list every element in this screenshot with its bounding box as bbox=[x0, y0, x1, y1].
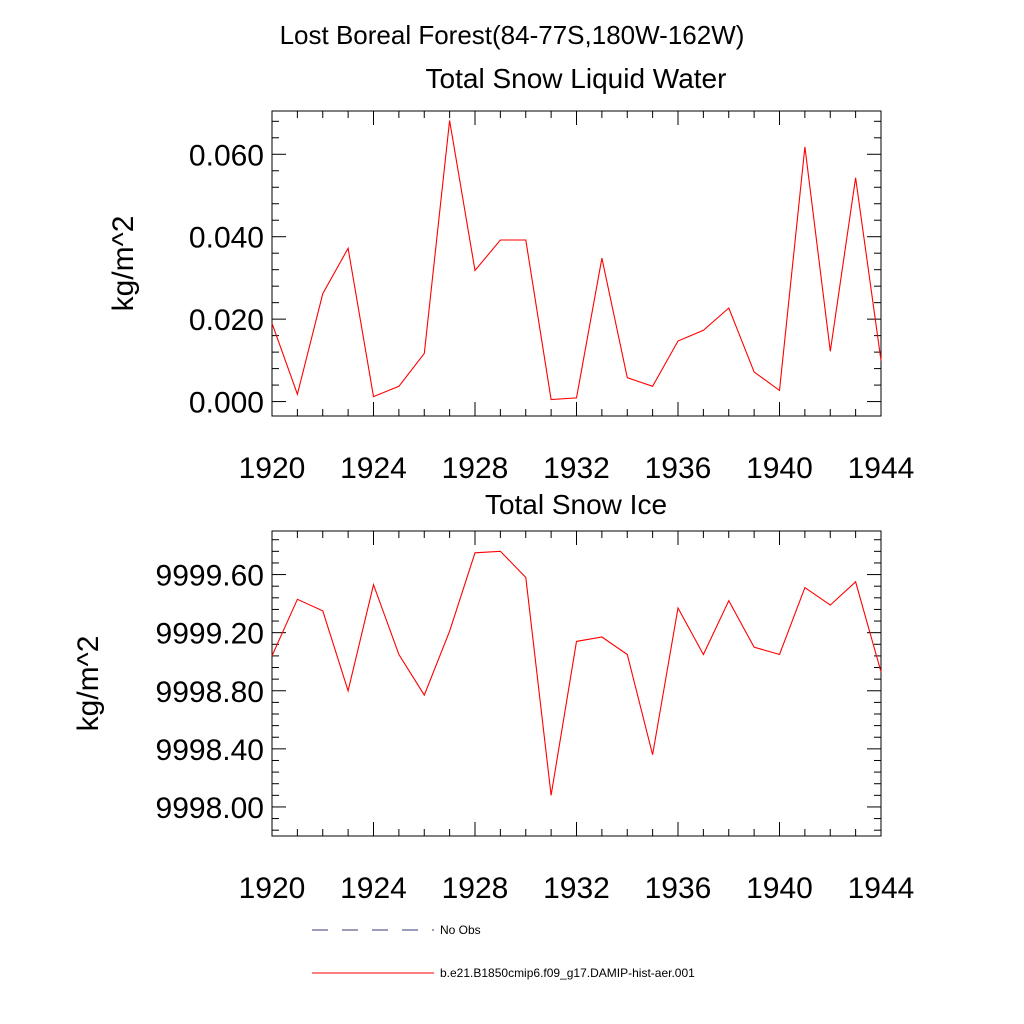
x-tick-label: 1940 bbox=[746, 452, 813, 485]
y-axis-label: kg/m^2 bbox=[72, 636, 105, 732]
panel-title-snow-ice: Total Snow Ice bbox=[485, 489, 667, 520]
x-tick-label: 1932 bbox=[543, 872, 610, 905]
plot-frame bbox=[271, 110, 882, 417]
y-tick-label: 0.040 bbox=[189, 222, 264, 255]
y-tick-label: 9998.00 bbox=[156, 792, 264, 825]
x-tick-label: 1944 bbox=[848, 872, 915, 905]
legend-no-obs-label: No Obs bbox=[440, 923, 481, 937]
y-tick-label: 9999.20 bbox=[156, 618, 264, 651]
plot-area-snow-liquid-water: 1920 1924 1928 1932 1936 1940 1944 0.000 0.020 0.… bbox=[107, 110, 915, 485]
y-tick-label: 0.060 bbox=[189, 139, 264, 172]
figure-suptitle: Lost Boreal Forest(84-77S,180W-162W) bbox=[280, 20, 745, 50]
y-axis-label: kg/m^2 bbox=[107, 216, 140, 312]
x-tick-label: 1928 bbox=[442, 452, 509, 485]
x-tick-label: 1920 bbox=[239, 872, 306, 905]
y-tick-label: 9999.60 bbox=[156, 560, 264, 593]
legend-model-label: b.e21.B1850cmip6.f09_g17.DAMIP-hist-aer.… bbox=[440, 966, 695, 980]
x-tick-label: 1936 bbox=[645, 452, 712, 485]
x-tick-label: 1936 bbox=[645, 872, 712, 905]
series-line bbox=[271, 550, 882, 796]
x-tick-label: 1944 bbox=[848, 452, 915, 485]
y-tick-label: 0.000 bbox=[189, 387, 264, 420]
x-tick-label: 1940 bbox=[746, 872, 813, 905]
panel-snow-liquid-water: Total Snow Liquid Water 1920 1924 1928 1932… bbox=[107, 63, 914, 485]
plot-area-snow-ice: 1920 1924 1928 1932 1936 1940 1944 9998.00 9998.… bbox=[72, 530, 915, 905]
y-tick-label: 9998.80 bbox=[156, 676, 264, 709]
x-tick-label: 1932 bbox=[543, 452, 610, 485]
panel-title-snow-liquid-water: Total Snow Liquid Water bbox=[426, 63, 727, 94]
x-tick-label: 1920 bbox=[239, 452, 306, 485]
plot-frame bbox=[271, 530, 882, 837]
x-tick-label: 1924 bbox=[340, 452, 407, 485]
y-tick-label: 9998.40 bbox=[156, 734, 264, 767]
panel-snow-ice: Total Snow Ice 1920 1924 1928 1932 1936 1940 1… bbox=[72, 489, 914, 905]
x-tick-label: 1928 bbox=[442, 872, 509, 905]
y-tick-label: 0.020 bbox=[189, 304, 264, 337]
x-tick-label: 1924 bbox=[340, 872, 407, 905]
series-line bbox=[271, 120, 882, 401]
legend: No Obs b.e21.B1850cmip6.f09_g17.DAMIP-hi… bbox=[312, 923, 695, 980]
